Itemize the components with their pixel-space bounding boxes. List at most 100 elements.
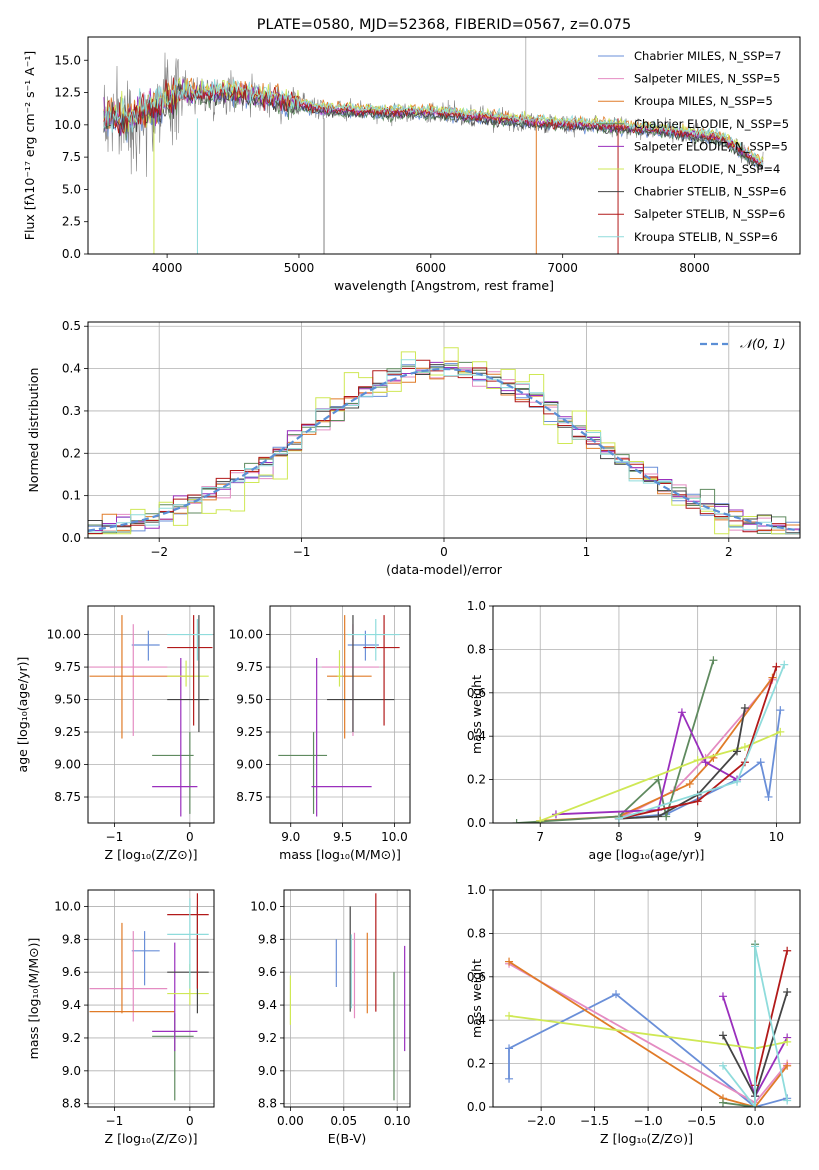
y-tick-label: 7.5 [62,150,81,164]
errorbar-point [89,615,194,739]
errorbar-point [321,624,379,736]
x-axis-label: (data-model)/error [386,562,503,577]
x-tick-label: 10 [769,830,784,844]
y-axis-label: Normed distribution [26,368,41,493]
panel-mass-vs-Z: −1 0 8.8 9.0 9.2 9.4 9.6 9.8 10.0 Z [log₁₀(Z/Z⊙)]… [26,889,215,1146]
mass-weight-line [555,709,738,816]
mass-weight-marker [709,656,718,665]
y-tick-label: 8.75 [54,790,81,804]
mass-weight-marker [740,703,749,712]
y-tick-label: 10.0 [54,118,81,132]
axes-frame [87,605,215,824]
errorbar-point [347,618,400,661]
legend: Chabrier MILES, N_SSP=7 Salpeter MILES, N… [598,49,789,244]
mass-weight-marker [505,1074,514,1083]
y-tick-label: 5.0 [62,182,81,196]
y-tick-label: 10.00 [47,628,81,642]
errorbar-point [152,657,198,817]
mass-weight-marker [780,660,789,669]
errorbar-point [363,615,400,726]
x-axis-label: Z [log₁₀(Z/Z⊙)] [105,1131,198,1146]
x-tick-label: 7 [536,830,544,844]
mass-weight-marker [718,1098,727,1107]
y-tick-label: 8.8 [258,1097,277,1111]
y-tick-label: 0.4 [62,362,81,376]
axes-frame [492,889,801,1108]
panel-weight-vs-age: 7 8 9 10 0.0 0.2 0.4 0.6 0.8 1.0 age [log₁₀(age/yr… [467,599,801,862]
mass-weight-marker [783,1061,792,1070]
mass-weight-marker [654,812,663,821]
legend-normal: 𝒩(0, 1) [700,336,786,351]
y-tick-label: 9.0 [62,1064,81,1078]
errorbar-point [152,732,194,814]
errorbar-point [167,618,213,661]
x-tick-label: 0 [186,830,194,844]
y-tick-label: 9.6 [258,965,277,979]
mass-weight-marker [772,662,781,671]
errorbar-point [167,906,209,1014]
mass-weight-marker [756,758,765,767]
mass-weight-marker [505,957,514,966]
mass-weight-marker [701,758,710,767]
x-axis-label: mass [log₁₀(M/M⊙)] [279,847,401,862]
x-tick-label: 5000 [284,261,315,275]
y-tick-label: 2.5 [62,215,81,229]
plot-content [103,37,764,254]
panel-spectrum: 4000 5000 6000 7000 8000 0.0 2.5 5.0 7.5 10.0 12.5… [22,36,801,293]
x-tick-label: 1 [583,545,591,559]
mass-weight-marker [718,1031,727,1040]
mass-weight-marker [685,779,694,788]
x-tick-label: 9.5 [333,830,352,844]
plot-content [89,615,213,817]
y-tick-label: 9.25 [54,725,81,739]
mass-weight-marker [536,816,545,823]
y-tick-label: 9.50 [54,693,81,707]
mass-weight-marker [751,1103,760,1107]
y-tick-label: 0.1 [62,489,81,503]
mass-weight-marker [512,819,521,823]
mass-weight-marker [505,1011,514,1020]
plot-content [278,615,400,817]
x-tick-label: −1 [106,1114,124,1128]
x-tick-label: 8 [615,830,623,844]
x-tick-label: −2.0 [527,1114,556,1128]
errorbar-point [131,931,160,986]
y-tick-label: 9.50 [236,693,263,707]
x-tick-label: 8000 [679,261,710,275]
mass-weight-line [722,946,789,1107]
y-tick-label: 0.3 [62,404,81,418]
axes-frame [269,605,411,824]
mass-weight-marker [733,747,742,756]
y-tick-label: 9.0 [258,1064,277,1078]
residual-histogram [88,364,800,534]
y-tick-label: 9.8 [258,932,277,946]
y-tick-label: 12.5 [54,86,81,100]
errorbar-point [89,922,175,1014]
panel-mass-vs-EBV: 0.00 0.05 0.10 8.8 9.0 9.2 9.4 9.6 9.8 10.0 E(B-V) [250,889,411,1146]
model-spectrum-line [103,77,764,166]
errorbar-point [278,732,328,814]
mass-weight-marker [783,1096,792,1105]
normal-curve [88,367,800,532]
y-axis-label: Flux [fλ10⁻¹⁷ erg cm⁻² s⁻¹ A⁻¹] [22,51,37,240]
x-tick-label: 0.10 [384,1114,411,1128]
axes-frame [492,605,801,824]
chart-title: PLATE=0580, MJD=52368, FIBERID=0567, z=0… [257,17,631,33]
plot-content [88,347,800,535]
x-tick-label: 0.00 [277,1114,304,1128]
y-axis-label: mass weight [469,959,484,1038]
legend-label: Chabrier MILES, N_SSP=7 [634,49,781,63]
x-tick-label: −0.5 [687,1114,716,1128]
y-tick-label: 0.0 [62,531,81,545]
y-tick-label: 9.2 [258,1031,277,1045]
panel-age-vs-Z: −1 0 8.75 9.00 9.25 9.50 9.75 10.00 Z [log₁₀(Z/Z… [15,605,215,862]
y-tick-label: 0.2 [62,446,81,460]
y-tick-label: 1.0 [467,883,486,897]
y-tick-label: 0.8 [467,642,486,656]
errorbar-point [337,650,343,687]
errorbar-point [311,657,372,817]
mass-weight-marker [764,792,773,801]
legend-label: Chabrier STELIB, N_SSP=6 [634,185,786,199]
mass-weight-marker [740,743,749,752]
